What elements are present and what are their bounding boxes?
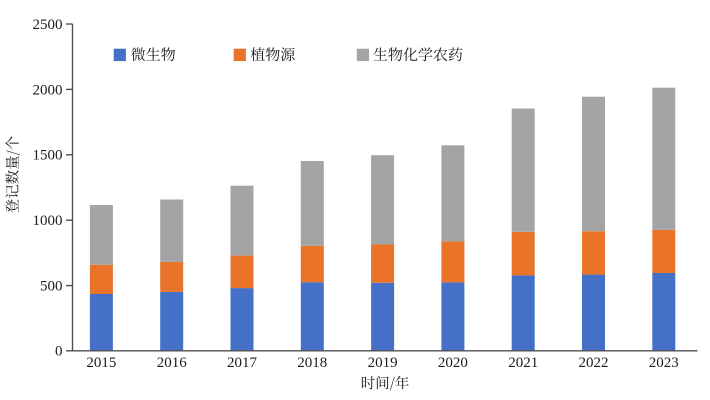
svg-text:2015: 2015 xyxy=(86,355,116,371)
svg-text:2500: 2500 xyxy=(33,17,63,33)
svg-text:2016: 2016 xyxy=(157,355,188,371)
svg-text:500: 500 xyxy=(40,279,63,295)
svg-text:2022: 2022 xyxy=(579,355,609,371)
svg-text:2019: 2019 xyxy=(368,355,398,371)
svg-text:1500: 1500 xyxy=(33,148,63,164)
svg-text:2018: 2018 xyxy=(297,355,327,371)
svg-text:2017: 2017 xyxy=(227,355,258,371)
svg-text:2023: 2023 xyxy=(649,355,679,371)
svg-text:2000: 2000 xyxy=(33,82,63,98)
svg-text:2021: 2021 xyxy=(508,355,538,371)
svg-text:2020: 2020 xyxy=(438,355,468,371)
svg-text:0: 0 xyxy=(55,344,63,360)
svg-text:1000: 1000 xyxy=(33,213,63,229)
